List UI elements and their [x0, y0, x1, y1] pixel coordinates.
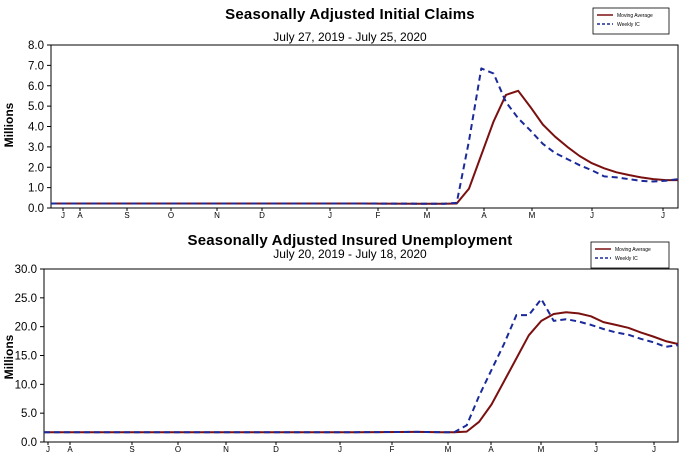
- x-tick-label: J: [652, 445, 656, 454]
- x-tick-label: F: [376, 211, 381, 220]
- chart-subtitle: July 27, 2019 - July 25, 2020: [273, 30, 427, 44]
- chart-title: Seasonally Adjusted Insured Unemployment: [187, 232, 513, 249]
- x-tick-label: M: [424, 211, 431, 220]
- y-tick-label: 8.0: [28, 40, 44, 52]
- legend-label: Weekly IC: [615, 256, 638, 262]
- x-tick-label: J: [590, 211, 594, 220]
- y-tick-label: 30.0: [15, 264, 37, 276]
- y-tick-label: 2.0: [28, 162, 44, 174]
- x-tick-label: N: [223, 445, 229, 454]
- x-tick-label: A: [481, 211, 487, 220]
- legend: Moving Average Weekly IC: [592, 7, 670, 35]
- y-tick-label: 3.0: [28, 142, 44, 154]
- x-tick-label: J: [46, 445, 50, 454]
- series-line-weekly-ic: [44, 298, 679, 434]
- insured-unemployment-plot: 0.0 5.0 10.0 15.0 20.0 25.0 30.0 J A S O N D J F M A M J J M…: [15, 241, 679, 454]
- legend-label: Moving Average: [615, 247, 651, 253]
- legend: Moving Average Weekly IC: [590, 241, 670, 269]
- x-tick-label: J: [328, 211, 332, 220]
- y-tick-label: 25.0: [15, 293, 37, 305]
- legend-label: Moving Average: [617, 13, 653, 19]
- series-line-weekly-ic: [51, 67, 679, 205]
- y-tick-label: 4.0: [28, 122, 44, 134]
- plot-frame: [50, 44, 679, 209]
- x-tick-label: D: [259, 211, 265, 220]
- y-tick-label: 10.0: [15, 379, 37, 391]
- insured-unemployment-chart: Seasonally Adjusted Insured Unemployment…: [0, 232, 700, 472]
- y-tick-label: 5.0: [28, 101, 44, 113]
- y-tick-label: 15.0: [15, 351, 37, 363]
- x-tick-label: M: [538, 445, 545, 454]
- plot-frame: [43, 268, 679, 443]
- x-tick-label: M: [529, 211, 536, 220]
- x-tick-label: J: [661, 211, 665, 220]
- x-tick-label: S: [129, 445, 134, 454]
- x-tick-label: O: [168, 211, 174, 220]
- legend-label: Weekly IC: [617, 22, 640, 28]
- x-tick-label: J: [594, 445, 598, 454]
- x-tick-label: J: [61, 211, 65, 220]
- x-tick-label: A: [77, 211, 83, 220]
- x-tick-label: O: [175, 445, 181, 454]
- chart-subtitle: July 20, 2019 - July 18, 2020: [273, 247, 427, 261]
- x-tick-label: A: [488, 445, 494, 454]
- legend-box: [590, 241, 670, 269]
- initial-claims-plot: 0.0 1.0 2.0 3.0 4.0 5.0 6.0 7.0 8.0 J A S O N D J F M A M J J…: [28, 7, 679, 220]
- initial-claims-chart: Seasonally Adjusted Initial Claims July …: [0, 0, 700, 232]
- x-tick-label: N: [214, 211, 220, 220]
- y-tick-label: 20.0: [15, 322, 37, 334]
- series-line-moving-average: [51, 89, 678, 205]
- x-tick-label: M: [445, 445, 452, 454]
- y-tick-label: 5.0: [21, 408, 37, 420]
- x-tick-label: F: [390, 445, 395, 454]
- x-tick-label: D: [273, 445, 279, 454]
- x-tick-label: A: [67, 445, 73, 454]
- x-tick-label: S: [124, 211, 129, 220]
- x-tick-label: J: [338, 445, 342, 454]
- series-line-moving-average: [44, 311, 679, 434]
- y-tick-label: 0.0: [28, 203, 44, 215]
- legend-box: [592, 7, 670, 35]
- chart-title: Seasonally Adjusted Initial Claims: [225, 6, 475, 23]
- y-tick-label: 1.0: [28, 183, 44, 195]
- y-tick-label: 0.0: [21, 437, 37, 449]
- y-tick-label: 7.0: [28, 60, 44, 72]
- y-tick-label: 6.0: [28, 81, 44, 93]
